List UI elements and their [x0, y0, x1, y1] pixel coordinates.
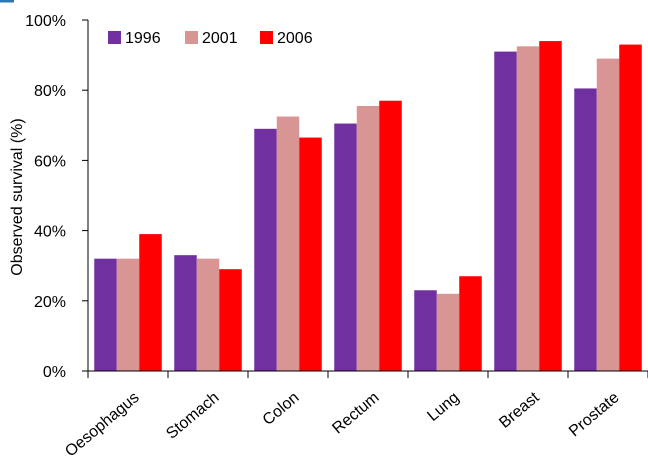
- bar-2006-oesophagus: [139, 234, 162, 371]
- x-axis-ticks: Oesophagus Stomach Colon Rectum Lung Breast Pr…: [62, 371, 648, 460]
- bar-2001-stomach: [196, 258, 220, 371]
- bar-2001-rectum: [356, 105, 380, 372]
- legend-label-2001: 2001: [202, 30, 238, 47]
- x-tick-label-breast: Breast: [496, 389, 543, 432]
- legend: 1996 2001 2006: [108, 30, 313, 47]
- legend-swatch-2001: [185, 31, 198, 44]
- bar-2006-lung: [459, 276, 482, 371]
- x-tick-label-stomach: Stomach: [163, 389, 222, 443]
- bar-1996-prostate: [574, 88, 597, 371]
- y-tick-label: 60%: [34, 153, 66, 170]
- y-tick-label: 0%: [43, 364, 66, 381]
- y-axis-ticks: 0% 20% 40% 60% 80% 100%: [25, 13, 88, 381]
- bar-2001-colon: [276, 116, 300, 372]
- x-tick-label-rectum: Rectum: [329, 389, 382, 437]
- bar-2001-oesophagus: [116, 258, 140, 371]
- bar-2001-lung: [436, 293, 460, 371]
- legend-label-1996: 1996: [125, 30, 161, 47]
- x-tick-label-colon: Colon: [260, 389, 303, 429]
- bar-2006-rectum: [379, 100, 402, 371]
- legend-label-2006: 2006: [277, 30, 313, 47]
- x-tick-label-oesophagus: Oesophagus: [62, 389, 142, 460]
- y-tick-label: 80%: [34, 83, 66, 100]
- legend-swatch-2006: [260, 31, 273, 44]
- bar-2006-colon: [299, 137, 322, 371]
- x-tick-label-prostate: Prostate: [566, 389, 623, 440]
- bar-1996-lung: [414, 290, 437, 371]
- bar-1996-colon: [254, 128, 277, 371]
- bar-2006-stomach: [219, 269, 242, 371]
- bar-2006-breast: [539, 41, 562, 372]
- bar-1996-oesophagus: [94, 258, 117, 371]
- axes: [87, 20, 648, 372]
- y-tick-label: 20%: [34, 294, 66, 311]
- bar-1996-stomach: [174, 255, 197, 371]
- bar-2001-breast: [516, 46, 540, 371]
- legend-swatch-1996: [108, 31, 121, 44]
- bar-2006-prostate: [619, 44, 642, 371]
- x-tick-label-lung: Lung: [424, 389, 462, 425]
- y-tick-label: 100%: [25, 13, 66, 30]
- bar-1996-breast: [494, 51, 517, 372]
- bar-1996-rectum: [334, 123, 357, 371]
- y-tick-label: 40%: [34, 224, 66, 241]
- bar-2001-prostate: [596, 58, 620, 372]
- y-axis-title: Observed survival (%): [9, 118, 26, 275]
- bar-series-group: [94, 41, 642, 372]
